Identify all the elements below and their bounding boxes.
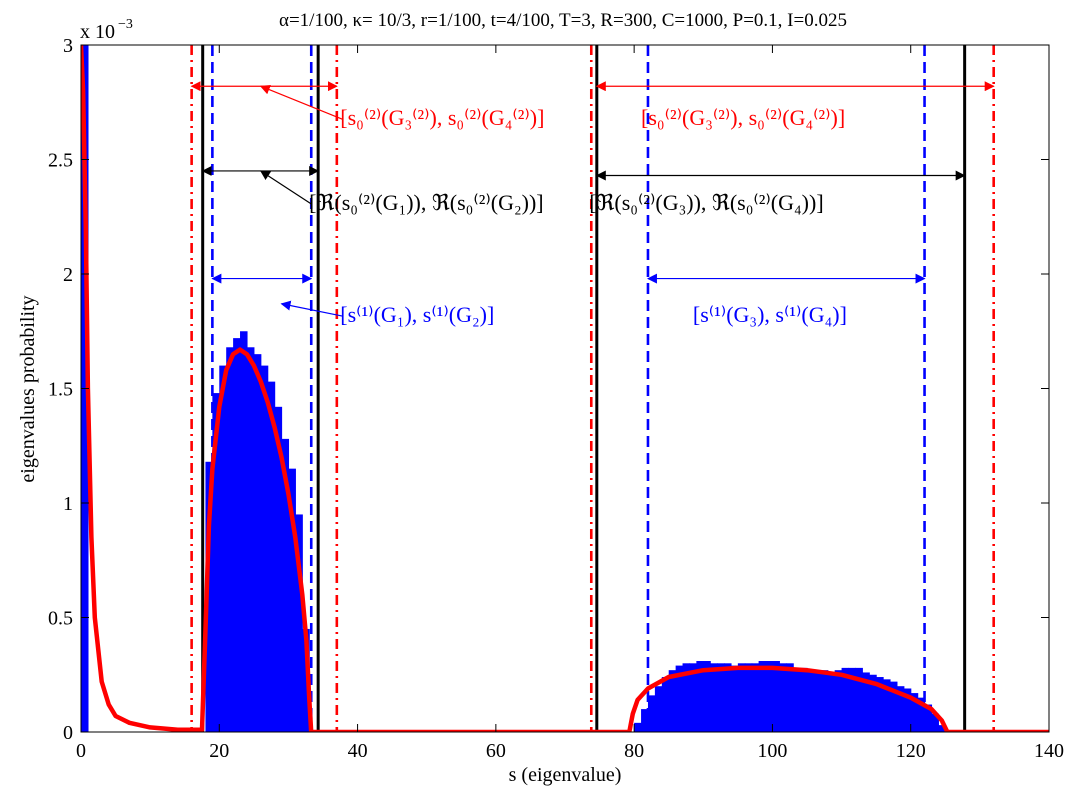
histogram-bar-55	[903, 688, 912, 732]
histogram-bar-35	[765, 661, 774, 732]
histogram-bar-4	[226, 347, 234, 732]
histogram-bar-52	[883, 679, 891, 732]
histogram-bar-51	[876, 677, 884, 732]
histogram-bar-34	[758, 661, 767, 732]
annotation-pointer-1	[259, 170, 312, 205]
y-multiplier-label: x 10	[80, 21, 115, 43]
histogram-bar-11	[274, 406, 283, 732]
y-axis-label: eigenvalues probability	[17, 295, 39, 482]
histogram-bars	[81, 45, 946, 732]
histogram-bar-14	[295, 514, 303, 732]
histogram-bar-54	[896, 686, 905, 732]
x-tick-label-2: 40	[348, 740, 368, 762]
histogram-bar-13	[288, 468, 296, 732]
x-axis-ticks: 0 20 40 60 80 100 120 140	[76, 45, 1064, 762]
density-curve	[81, 45, 1049, 732]
y-tick-label-1: 0.5	[48, 608, 73, 630]
y-tick-label-6: 3	[63, 35, 73, 57]
histogram-bar-12	[281, 438, 290, 732]
histogram-bar-22	[675, 665, 684, 732]
histogram-bar-42	[813, 670, 822, 732]
annotation-blue-2: [s⁽¹⁾(G₁), s⁽¹⁾(G₂)]	[340, 302, 494, 327]
histogram-bar-38	[786, 663, 794, 732]
annotation-red-3: [s₀⁽²⁾(G₃⁽²⁾), s₀⁽²⁾(G₄⁽²⁾)]	[641, 105, 845, 130]
histogram-bar-29	[724, 663, 732, 732]
histogram-bar-60	[938, 725, 946, 732]
histogram-bar-27	[710, 663, 718, 732]
x-tick-label-5: 100	[757, 740, 787, 762]
histogram-bar-41	[807, 670, 815, 732]
histogram-bar-19	[654, 686, 663, 732]
histogram-bar-5	[233, 338, 241, 732]
y-tick-label-5: 2.5	[48, 150, 73, 172]
histogram-bar-9	[260, 365, 269, 732]
histogram-bar-17	[641, 709, 649, 732]
histogram-bar-43	[820, 670, 829, 732]
histogram-bar-33	[751, 663, 760, 732]
annotation-pointer-2	[280, 300, 343, 317]
histogram-bar-28	[717, 663, 725, 732]
histogram-bar-21	[668, 670, 677, 732]
histogram-bar-59	[931, 713, 939, 732]
annotation-black-4: [ℜ(s₀⁽²⁾(G₃)), ℜ(s₀⁽²⁾(G₄))]	[589, 190, 823, 215]
interval-arrows	[190, 81, 995, 284]
histogram-bar-26	[703, 661, 711, 732]
histogram-bar-56	[910, 693, 919, 732]
histogram-bar-44	[827, 672, 836, 732]
annotation-blue-5: [s⁽¹⁾(G₃), s⁽¹⁾(G₄)]	[693, 302, 847, 327]
histogram-bar-36	[772, 661, 780, 732]
histogram-bar-18	[647, 695, 656, 732]
x-tick-label-6: 120	[896, 740, 926, 762]
y-tick-label-3: 1.5	[48, 379, 73, 401]
histogram-bar-20	[661, 677, 670, 732]
y-multiplier: x 10 −3	[80, 17, 133, 43]
histogram-bar-15	[302, 628, 310, 732]
histogram-bar-6	[240, 331, 248, 732]
histogram-bar-7	[246, 347, 255, 732]
histogram-bar-47	[848, 667, 856, 732]
histogram-bar-39	[793, 667, 801, 732]
histogram-bar-8	[253, 354, 262, 732]
annotation-red-0: [s₀⁽²⁾(G₃⁽²⁾), s₀⁽²⁾(G₄⁽²⁾)]	[340, 105, 544, 130]
chart-title: α=1/100, κ= 10/3, r=1/100, t=4/100, T=3,…	[279, 10, 847, 31]
histogram-bar-23	[682, 663, 691, 732]
y-axis-ticks: 0 0.5 1 1.5 2 2.5 3	[48, 35, 1049, 744]
y-tick-label-2: 1	[63, 493, 73, 515]
interval-boundary-lines	[190, 45, 995, 732]
y-multiplier-exponent: −3	[118, 17, 133, 32]
histogram-bar-45	[834, 670, 843, 732]
histogram-bar-24	[689, 663, 697, 732]
annotation-pointer-0	[259, 84, 343, 120]
histogram-bar-53	[889, 681, 898, 732]
histogram-bar-10	[267, 381, 276, 732]
x-tick-label-7: 140	[1034, 740, 1064, 762]
interval-annotations: [s₀⁽²⁾(G₃⁽²⁾), s₀⁽²⁾(G₄⁽²⁾)] [ℜ(s₀⁽²⁾(G₁)…	[259, 84, 847, 327]
histogram-bar-57	[917, 697, 926, 732]
histogram-bar-3	[219, 365, 227, 732]
histogram-bar-1	[205, 461, 213, 732]
histogram-bar-32	[744, 663, 753, 732]
histogram-bar-49	[862, 672, 870, 732]
x-tick-label-4: 80	[624, 740, 644, 762]
histogram-bar-46	[841, 667, 850, 732]
histogram-bar-50	[869, 674, 877, 732]
histogram-bar-31	[737, 663, 746, 732]
x-tick-label-3: 60	[486, 740, 506, 762]
histogram-bar-48	[855, 667, 863, 732]
histogram-bar-16	[634, 722, 642, 732]
histogram-bar-25	[696, 661, 704, 732]
x-axis-label: s (eigenvalue)	[509, 764, 622, 786]
histogram-bar-30	[730, 665, 739, 732]
histogram-bar-40	[800, 667, 808, 732]
y-tick-label-0: 0	[63, 722, 73, 744]
x-tick-label-1: 20	[209, 740, 229, 762]
x-tick-label-0: 0	[76, 740, 86, 762]
histogram-bar-37	[779, 663, 787, 732]
histogram-bar-2	[212, 393, 220, 732]
histogram-bar-58	[924, 704, 933, 732]
annotation-black-1: [ℜ(s₀⁽²⁾(G₁)), ℜ(s₀⁽²⁾(G₂))]	[309, 190, 543, 215]
y-tick-label-4: 2	[63, 264, 73, 286]
plot-area	[81, 45, 1049, 732]
